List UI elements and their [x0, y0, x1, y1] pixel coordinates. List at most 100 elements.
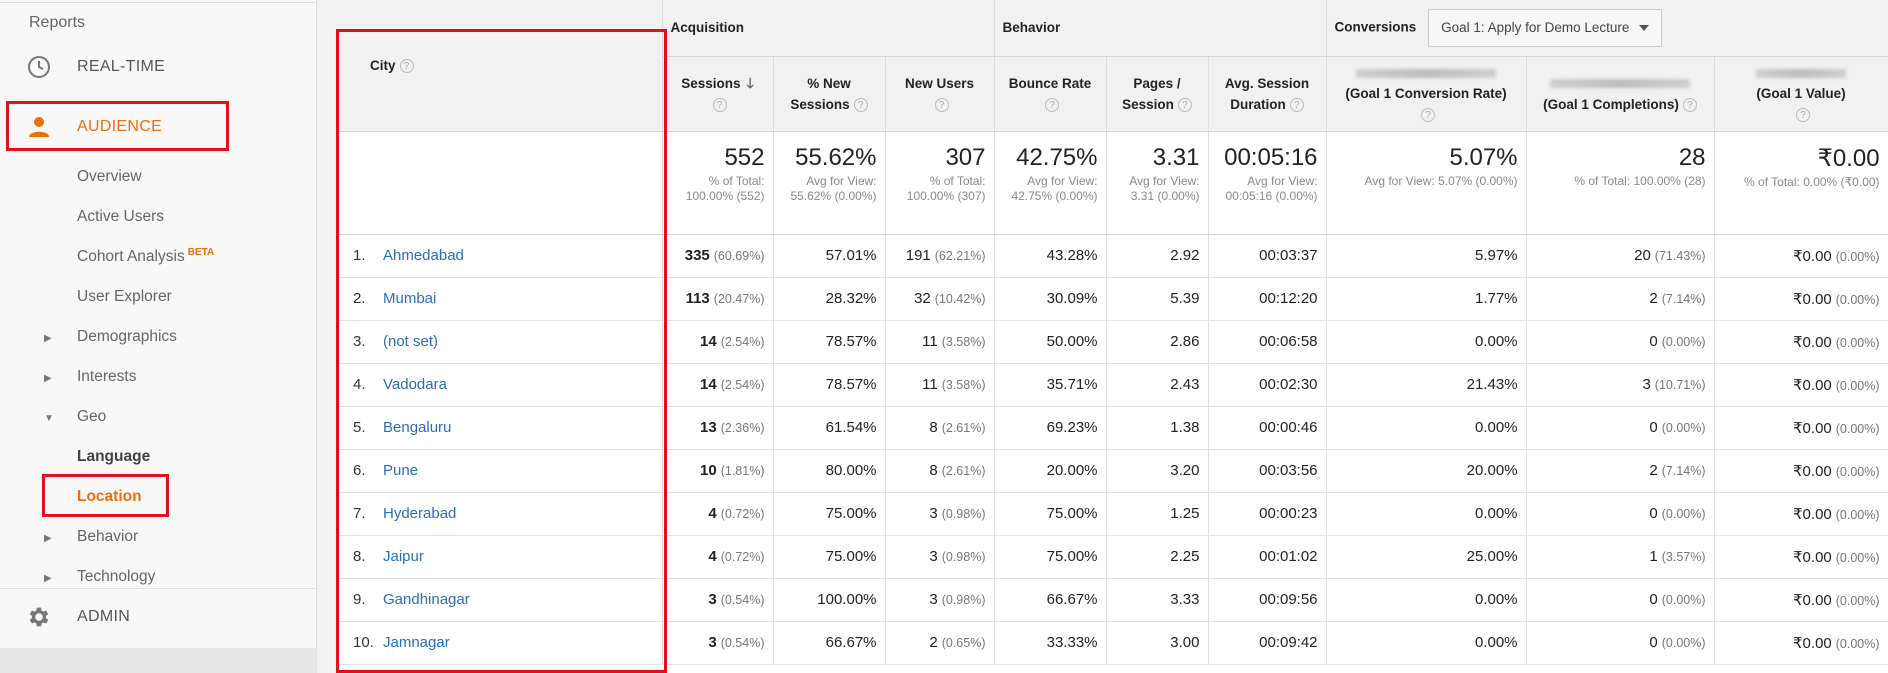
new-users-cell: 11 (3.58%)	[885, 363, 995, 407]
totals-goal-conv-rate: 5.07% Avg for View: 5.07% (0.00%)	[1326, 131, 1527, 235]
goal-select-dropdown[interactable]: Goal 1: Apply for Demo Lecture	[1428, 8, 1663, 47]
value: ₹0.00	[1793, 247, 1832, 265]
avg-duration-cell: 00:02:30	[1208, 363, 1327, 407]
goal-value-column-header[interactable]: (Goal 1 Value)?	[1714, 56, 1888, 132]
city-link[interactable]: (not set)	[383, 333, 439, 350]
value: 3	[929, 505, 938, 522]
total-sub: Avg for View: 00:05:16 (0.00%)	[1225, 173, 1318, 203]
help-icon[interactable]: ?	[853, 97, 868, 112]
city-link[interactable]: Ahmedabad	[383, 247, 464, 264]
sidebar-item-overview[interactable]: Overview	[77, 168, 142, 185]
goal-completions-column-header[interactable]: (Goal 1 Completions)?	[1526, 56, 1715, 132]
user-percent: (0.98%)	[941, 550, 986, 564]
sidebar-item-interests[interactable]: Interests	[77, 368, 137, 385]
session-percent: (0.72%)	[720, 507, 765, 521]
triangle-right-icon[interactable]: ▶	[44, 333, 52, 344]
goal-conv-rate-cell: 0.00%	[1326, 406, 1527, 450]
value: 00:12:20	[1259, 290, 1318, 307]
sessions-cell: 335 (60.69%)	[662, 234, 774, 278]
city-link[interactable]: Mumbai	[383, 290, 437, 307]
sidebar-item-location[interactable]: Location	[77, 488, 142, 505]
goal-value-cell: ₹0.00 (0.00%)	[1714, 320, 1888, 364]
value: 11	[922, 333, 938, 350]
city-link[interactable]: Jaipur	[383, 548, 424, 565]
bounce-rate-column-header[interactable]: Bounce Rate?	[994, 56, 1107, 132]
sidebar-item-technology[interactable]: Technology	[77, 568, 156, 585]
sidebar-item-language[interactable]: Language	[77, 448, 151, 465]
sidebar-item-realtime[interactable]: REAL-TIME	[0, 47, 317, 87]
totals-goal-value: ₹0.00 % of Total: 0.00% (₹0.00)	[1714, 131, 1888, 235]
sidebar-item-label: REAL-TIME	[77, 58, 166, 75]
table-row: 8. Jaipur 4 (0.72%) 75.00% 3 (0.98%) 75.00% 2.25…	[338, 535, 1888, 579]
sort-arrow-icon[interactable]: 🡓	[746, 74, 754, 91]
help-icon[interactable]: ?	[399, 58, 414, 73]
sessions-cell: 3 (0.54%)	[662, 621, 774, 665]
new-users-column-header[interactable]: New Users?	[885, 56, 995, 132]
pages-session-cell: 2.25	[1106, 535, 1209, 579]
value: 8	[929, 462, 938, 479]
value-percent: (0.00%)	[1835, 507, 1880, 522]
table-row: 7. Hyderabad 4 (0.72%) 75.00% 3 (0.98%) 75.00% 1…	[338, 492, 1888, 536]
sidebar-item-demographics[interactable]: Demographics	[77, 328, 177, 345]
sessions-cell: 113 (20.47%)	[662, 277, 774, 321]
completion-percent: (7.14%)	[1661, 292, 1706, 306]
value: 35.71%	[1046, 376, 1098, 393]
city-link[interactable]: Gandhinagar	[383, 591, 470, 608]
value: ₹0.00	[1793, 591, 1832, 609]
totals-row: 552% of Total: 100.00% (552) 55.62% Avg f…	[338, 131, 1888, 235]
value: 75.00%	[1046, 505, 1098, 522]
sidebar-item-admin[interactable]: ADMIN	[0, 597, 317, 637]
help-icon[interactable]: ?	[1289, 97, 1304, 112]
sidebar-item-geo[interactable]: Geo	[77, 408, 107, 425]
row-number: 1.	[353, 247, 366, 264]
goal-conv-rate-cell: 0.00%	[1326, 578, 1527, 622]
city-link[interactable]: Jamnagar	[383, 634, 450, 651]
help-icon[interactable]: ?	[1682, 97, 1697, 112]
session-percent: (0.54%)	[720, 636, 765, 650]
value-percent: (0.00%)	[1835, 464, 1880, 479]
sidebar: Reports REAL-TIME AUDIENCE Overview Acti…	[0, 0, 317, 673]
pages-session-cell: 2.92	[1106, 234, 1209, 278]
value: 28.32%	[825, 290, 877, 307]
city-link[interactable]: Hyderabad	[383, 505, 457, 522]
triangle-down-icon[interactable]: ▼	[44, 413, 54, 424]
goal-completions-cell: 2 (7.14%)	[1526, 277, 1715, 321]
help-icon[interactable]: ?	[934, 97, 949, 112]
value: 3	[929, 591, 938, 608]
avg-duration-cell: 00:09:56	[1208, 578, 1327, 622]
sidebar-item-behavior[interactable]: Behavior	[77, 528, 139, 545]
city-link[interactable]: Bengaluru	[383, 419, 452, 436]
sidebar-item-user-explorer[interactable]: User Explorer	[77, 288, 172, 305]
value: 11	[922, 376, 938, 393]
sessions-column-header[interactable]: Sessions 🡓?	[662, 56, 774, 132]
city-link[interactable]: Vadodara	[383, 376, 447, 393]
help-icon[interactable]: ?	[712, 97, 727, 112]
pages-session-column-header[interactable]: Pages / Session?	[1106, 56, 1209, 132]
help-icon[interactable]: ?	[1045, 97, 1059, 112]
new-sessions-column-header[interactable]: % New Sessions?	[773, 56, 886, 132]
help-icon[interactable]: ?	[1421, 108, 1436, 123]
session-count: 335	[684, 247, 710, 264]
sidebar-item-cohort-analysis[interactable]: Cohort Analysis BETA	[77, 247, 214, 266]
help-icon[interactable]: ?	[1177, 97, 1192, 112]
avg-duration-column-header[interactable]: Avg. Session Duration?	[1208, 56, 1327, 132]
goal-completions-cell: 3 (10.71%)	[1526, 363, 1715, 407]
help-icon[interactable]: ?	[1796, 108, 1811, 123]
city-link[interactable]: Pune	[383, 462, 419, 479]
city-column-header[interactable]: City?	[338, 0, 663, 132]
sidebar-item-active-users[interactable]: Active Users	[77, 208, 164, 225]
goal-conv-rate-column-header[interactable]: (Goal 1 Conversion Rate)?	[1326, 56, 1527, 132]
city-cell: 4. Vadodara	[338, 363, 663, 407]
value: 5.39	[1170, 290, 1200, 307]
sidebar-item-audience[interactable]: AUDIENCE	[0, 107, 317, 147]
completion-percent: (0.00%)	[1661, 335, 1706, 349]
triangle-right-icon[interactable]: ▶	[44, 373, 52, 384]
sessions-cell: 14 (2.54%)	[662, 363, 774, 407]
triangle-right-icon[interactable]: ▶	[44, 533, 52, 544]
triangle-right-icon[interactable]: ▶	[44, 573, 52, 584]
value: 0.00%	[1474, 634, 1518, 651]
column-label: (Goal 1 Completions)	[1543, 96, 1679, 112]
totals-goal-completions: 28 % of Total: 100.00% (28)	[1526, 131, 1715, 235]
value: 30.09%	[1046, 290, 1098, 307]
